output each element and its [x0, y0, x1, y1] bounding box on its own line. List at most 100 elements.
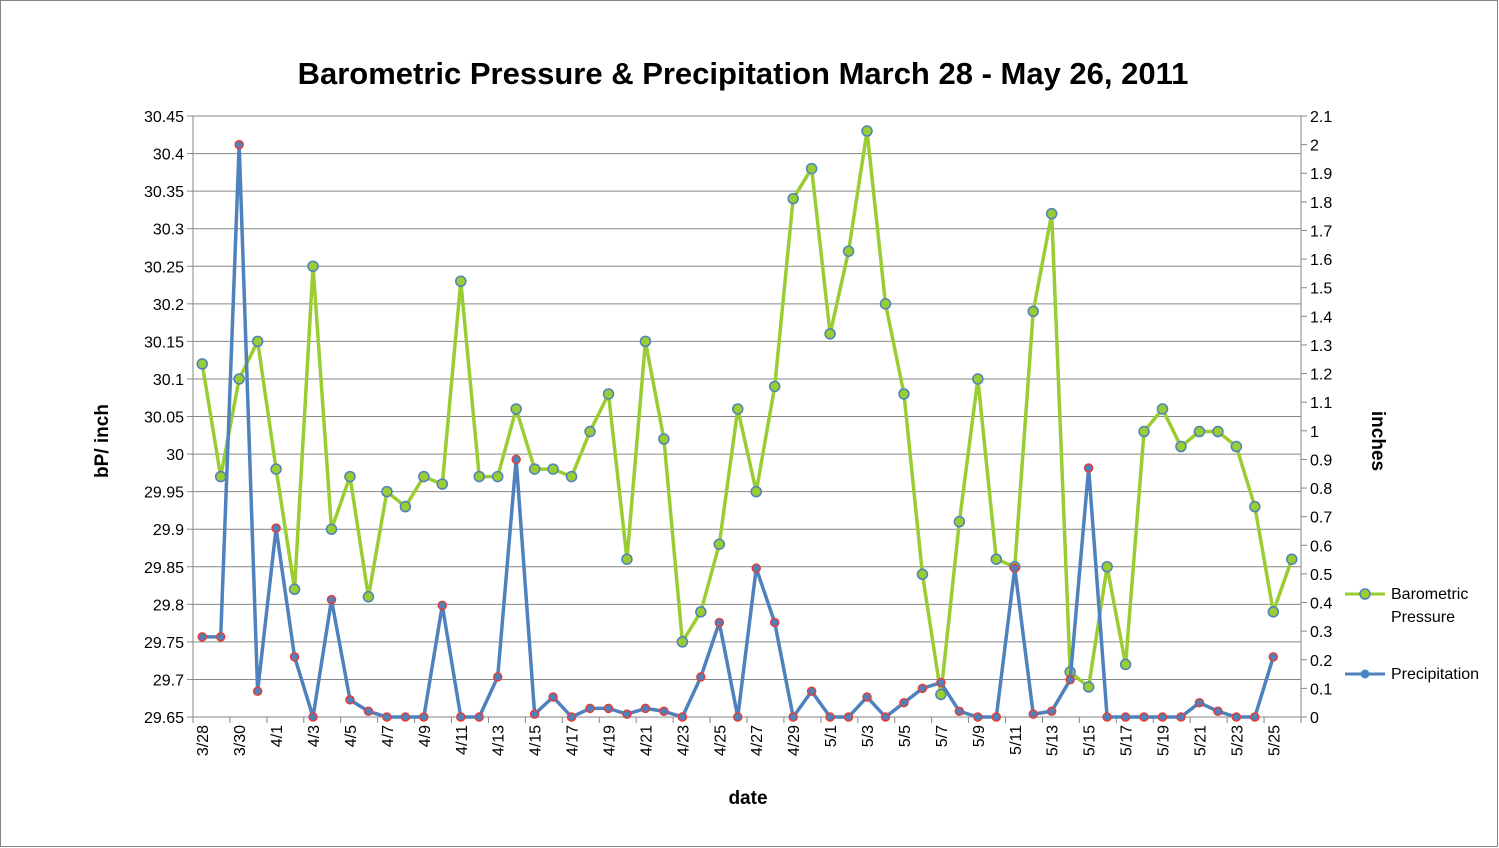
right-tick-label: 1.8 [1310, 195, 1332, 212]
data-point [1194, 697, 1205, 708]
left-tick-label: 30.05 [144, 410, 184, 427]
data-point [473, 470, 485, 483]
data-point [622, 709, 632, 719]
right-tick-label: 1.4 [1310, 309, 1332, 326]
right-tick-label: 0.8 [1310, 481, 1332, 498]
x-tick-label: 4/21 [638, 725, 655, 756]
x-tick-label: 3/28 [195, 725, 212, 756]
right-tick-label: 2.1 [1310, 109, 1332, 126]
data-point [916, 568, 929, 581]
data-point [492, 672, 503, 682]
data-point [639, 335, 652, 348]
data-point [843, 712, 854, 722]
left-tick-label: 30.1 [153, 372, 184, 389]
x-tick-label: 4/17 [565, 725, 582, 756]
right-tick-label: 1.6 [1310, 252, 1332, 269]
data-point [972, 373, 984, 385]
data-point [621, 553, 633, 565]
data-point [289, 652, 300, 662]
data-point [419, 712, 429, 722]
x-tick-label: 4/23 [675, 725, 692, 756]
right-tick-label: 1.5 [1310, 281, 1332, 298]
legend-marker-precipitation [1360, 669, 1370, 679]
right-tick-label: 0.3 [1310, 624, 1332, 641]
data-point [899, 697, 909, 708]
right-tick-label: 1.1 [1310, 395, 1332, 412]
x-tick-label: 5/17 [1119, 725, 1136, 756]
data-point [308, 712, 318, 722]
data-point [954, 706, 965, 717]
data-point [345, 695, 355, 705]
data-point [1193, 425, 1206, 438]
x-tick-label: 5/3 [860, 725, 877, 747]
data-point [344, 470, 356, 483]
data-point [714, 617, 725, 628]
data-point [1176, 712, 1186, 722]
data-point [566, 712, 577, 722]
data-point [196, 358, 208, 370]
data-point [880, 712, 891, 722]
right-tick-label: 0.9 [1310, 452, 1332, 469]
data-point [973, 712, 983, 722]
left-tick-label: 29.8 [153, 597, 184, 614]
series-precipitation [197, 139, 1279, 722]
chart-title: Barometric Pressure & Precipitation Marc… [298, 56, 1189, 91]
left-tick-label: 30 [166, 447, 184, 464]
legend: Barometric Pressure Precipitation [1345, 586, 1479, 683]
x-tick-label: 4/15 [528, 725, 545, 756]
right-tick-label: 1.2 [1310, 367, 1332, 384]
data-point [1083, 463, 1094, 473]
right-tick-label: 0.6 [1310, 538, 1332, 555]
legend-label-pressure-2: Pressure [1391, 609, 1455, 626]
right-tick-label: 0.4 [1310, 596, 1332, 613]
x-tick-label: 5/23 [1229, 725, 1246, 756]
data-point [603, 703, 614, 714]
x-tick-label: 5/19 [1156, 725, 1173, 756]
right-tick-label: 0.7 [1310, 510, 1332, 527]
data-point [1157, 712, 1168, 722]
data-point [1045, 207, 1058, 220]
x-tick-label: 4/9 [417, 725, 434, 747]
data-point [898, 388, 910, 400]
x-tick-label: 4/29 [786, 725, 803, 756]
data-point [769, 617, 780, 628]
data-point [806, 686, 817, 696]
x-tick-label: 4/7 [380, 725, 397, 747]
left-tick-label: 30.2 [153, 297, 184, 314]
x-tick-label: 5/9 [971, 725, 988, 747]
left-axis-ticks: 29.65 29.7 29.75 29.8 29.85 29.9 29.95 30 30.05 3… [144, 109, 193, 727]
data-point [510, 403, 522, 415]
data-point [788, 712, 798, 722]
x-tick-label: 5/15 [1082, 725, 1099, 756]
data-point [325, 523, 338, 535]
left-tick-label: 30.35 [144, 184, 184, 201]
data-point [197, 632, 207, 642]
legend-marker-pressure [1359, 588, 1371, 600]
x-axis-title: date [728, 788, 767, 809]
data-point [677, 712, 688, 722]
data-point [1267, 606, 1280, 618]
data-point [363, 706, 374, 717]
x-tick-label: 5/21 [1192, 725, 1209, 756]
data-point [436, 478, 449, 490]
data-point [511, 454, 521, 465]
left-tick-label: 30.45 [144, 109, 184, 126]
data-point [1028, 709, 1038, 719]
data-point [658, 433, 670, 445]
data-point [805, 162, 818, 175]
legend-label-pressure-1: Barometric [1391, 586, 1468, 603]
data-point [1231, 712, 1242, 722]
data-point [418, 470, 430, 483]
data-point [528, 463, 541, 475]
series-line [200, 129, 1294, 697]
data-point [362, 591, 375, 603]
x-tick-label: 5/25 [1266, 725, 1283, 756]
data-point [399, 500, 412, 513]
right-tick-label: 0.5 [1310, 567, 1332, 584]
data-point [953, 515, 966, 528]
data-point [270, 463, 282, 475]
left-tick-label: 29.85 [144, 560, 184, 577]
left-tick-label: 30.3 [153, 222, 184, 239]
data-point [1120, 712, 1131, 722]
